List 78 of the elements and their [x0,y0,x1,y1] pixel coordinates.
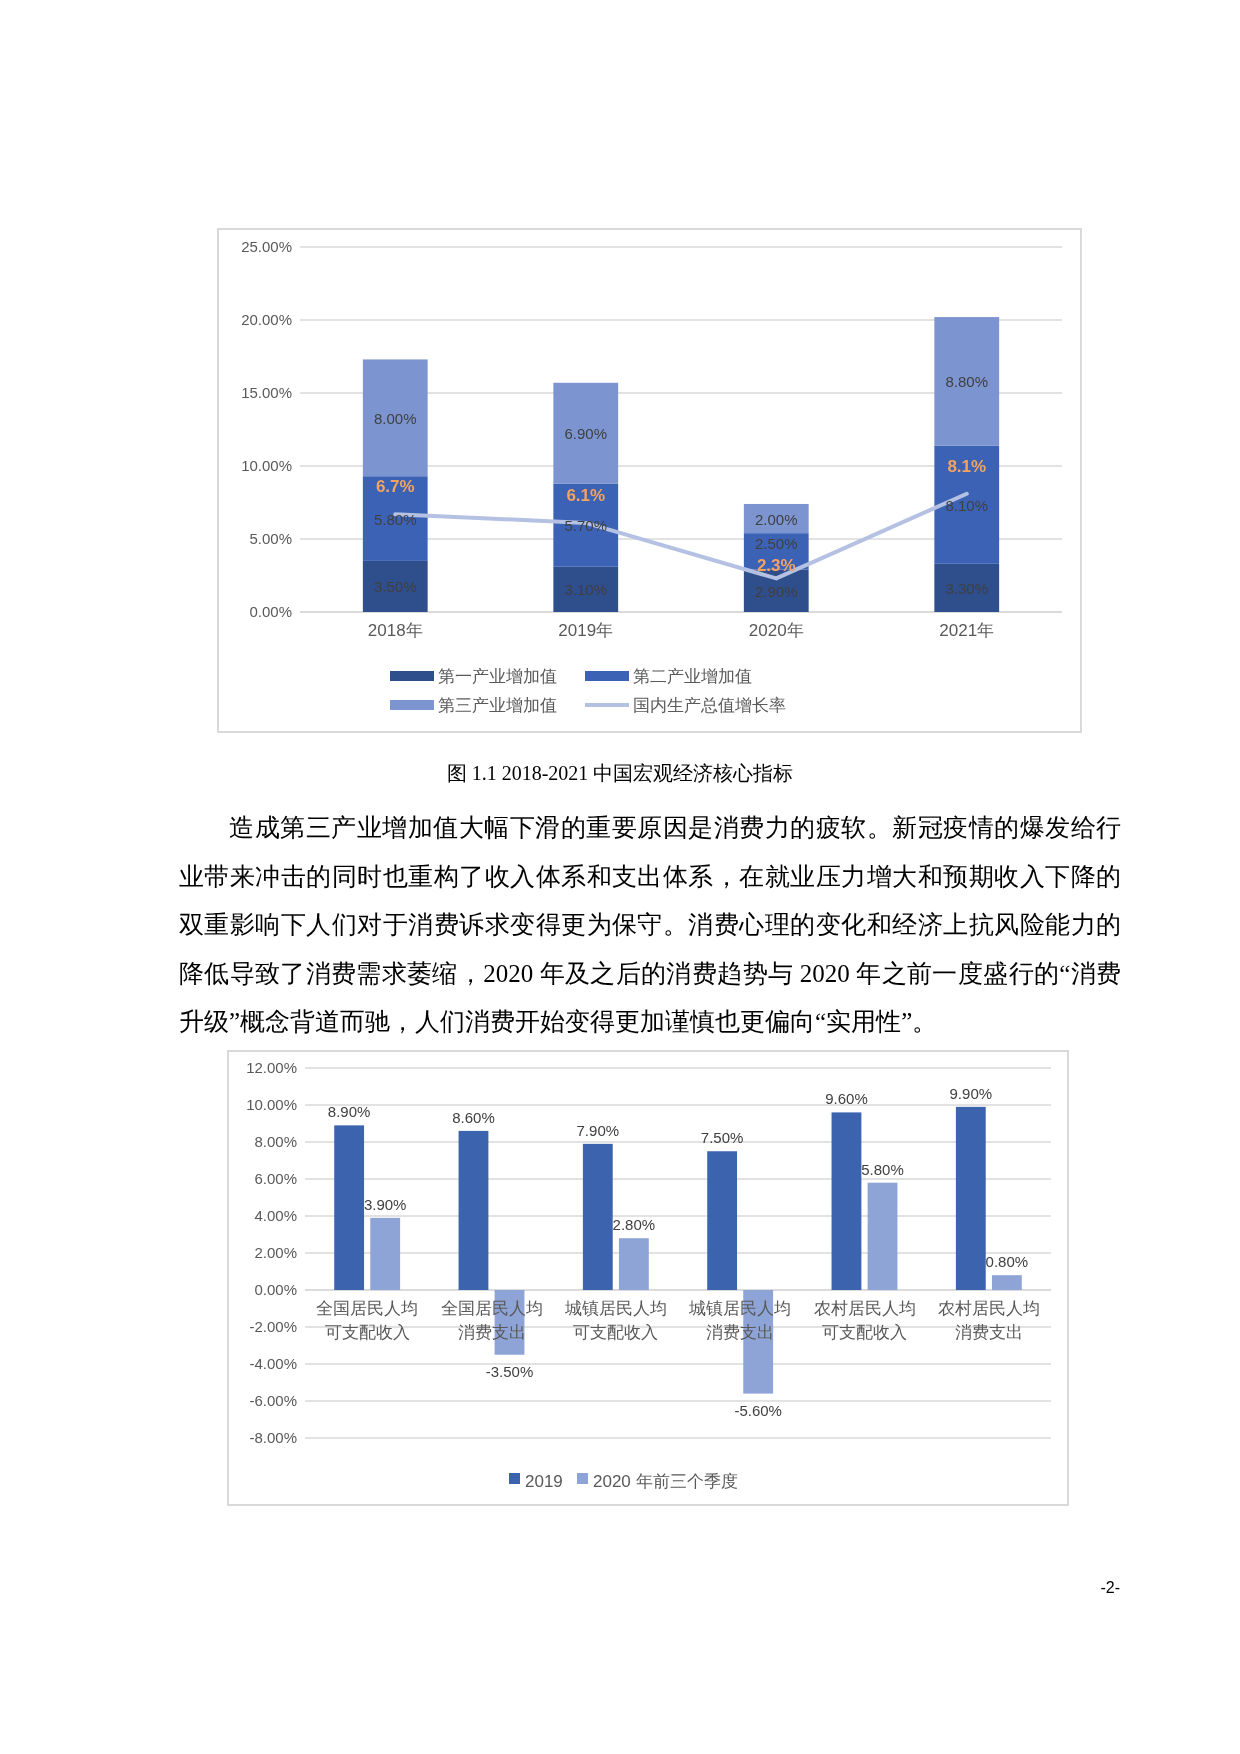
y-tick-label: 10.00% [241,457,292,474]
bar [370,1217,401,1290]
bar [362,560,428,612]
bar [991,1275,1022,1290]
data-label: 3.90% [363,1195,407,1213]
y-tick-label: 5.00% [249,530,292,547]
y-tick-label: 8.00% [254,1133,297,1150]
bar [955,1106,986,1290]
data-label: 8.1% [947,456,987,476]
x-tick-label: 全国居民人均可支配收入 [316,1299,419,1342]
bar [707,1151,738,1290]
y-tick-label: 6.00% [254,1170,297,1187]
y-tick-label: 2.00% [254,1244,297,1261]
y-tick-label: -8.00% [249,1429,297,1446]
bar [934,563,1000,612]
y-tick-label: 0.00% [254,1281,297,1298]
legend-label: 国内生产总值增长率 [633,696,786,715]
data-label: 2.00% [754,510,798,528]
bar [362,359,428,477]
data-label: -3.50% [485,1362,534,1380]
y-tick-label: 20.00% [241,311,292,328]
data-label: 8.00% [373,409,417,427]
legend-label: 第三产业增加值 [438,696,557,715]
data-label: 0.80% [985,1253,1029,1271]
data-label: 3.30% [945,579,989,597]
bar [458,1130,489,1290]
bar [934,317,1000,446]
bar [934,445,1000,564]
data-label: 8.80% [945,373,989,391]
x-tick-label: 2020年 [748,621,804,640]
data-label: 7.90% [576,1121,620,1139]
y-tick-label: 0.00% [249,603,292,620]
legend-label: 第二产业增加值 [633,667,752,686]
bar [831,1112,862,1290]
data-label: 6.1% [566,485,606,505]
y-tick-label: 10.00% [246,1096,297,1113]
y-tick-label: -6.00% [249,1392,297,1409]
bar [553,566,619,612]
legend-label: 第一产业增加值 [438,667,557,686]
text: -2- [1100,1579,1120,1596]
legend-label: 2019 [525,1472,563,1491]
data-label: 2.50% [754,535,798,553]
y-tick-label: 12.00% [246,1059,297,1076]
x-tick-label: 农村居民人均消费支出 [937,1299,1040,1342]
data-label: 8.10% [945,496,989,514]
y-tick-label: 25.00% [241,238,292,255]
y-tick-label: -2.00% [249,1318,297,1335]
data-label: 5.80% [373,510,417,528]
bar [867,1182,898,1290]
data-label: 9.60% [825,1090,868,1108]
x-tick-label: 城镇居民人均可支配收入 [563,1299,667,1342]
data-label: 6.90% [564,425,608,443]
data-label: 8.60% [452,1108,495,1126]
bar [553,382,619,484]
data-label: 3.10% [564,581,608,599]
x-tick-label: 农村居民人均可支配收入 [813,1299,916,1342]
y-tick-label: 4.00% [254,1207,297,1224]
data-label: 8.90% [327,1103,371,1121]
data-label: 2.90% [754,582,798,600]
data-label: 7.50% [700,1129,744,1147]
data-label: 5.80% [861,1160,904,1178]
data-label: -5.60% [734,1401,782,1419]
x-tick-label: 2019年 [558,621,614,640]
text: 造成第三产业增加值大幅下滑的重要原因是消费力的疲软。新冠疫情的爆发给行业带来冲击的同时也重构了收入体系和支出体系，在就业压力增大和预期收入下降的双重影响下人们对于消费诉求变得更为保守。消费心理的变化和经济上抗风险能力的降低导致了消费需求萎缩，2020 年及之后的消费趋势与 2020 年之前一度盛行的“消费升级”概念背道而驰，人们消费开始变得更加谨慎也更偏向“实用性”。 [179,813,1121,1037]
data-label: 2.80% [612,1216,656,1234]
data-label: 6.7% [375,477,415,497]
data-label: 9.90% [949,1084,993,1102]
bar [618,1238,649,1290]
data-label: 3.50% [373,578,417,596]
y-tick-label: -4.00% [249,1355,297,1372]
data-label: 2.3% [756,556,796,576]
bar [334,1125,365,1290]
bar [582,1143,613,1290]
x-tick-label: 2021年 [939,621,995,640]
text: 图 1.1 2018-2021 中国宏观经济核心指标 [446,762,794,784]
legend-label: 2020 年前三个季度 [593,1472,738,1491]
x-tick-label: 2018年 [367,621,423,640]
y-tick-label: 15.00% [241,384,292,401]
